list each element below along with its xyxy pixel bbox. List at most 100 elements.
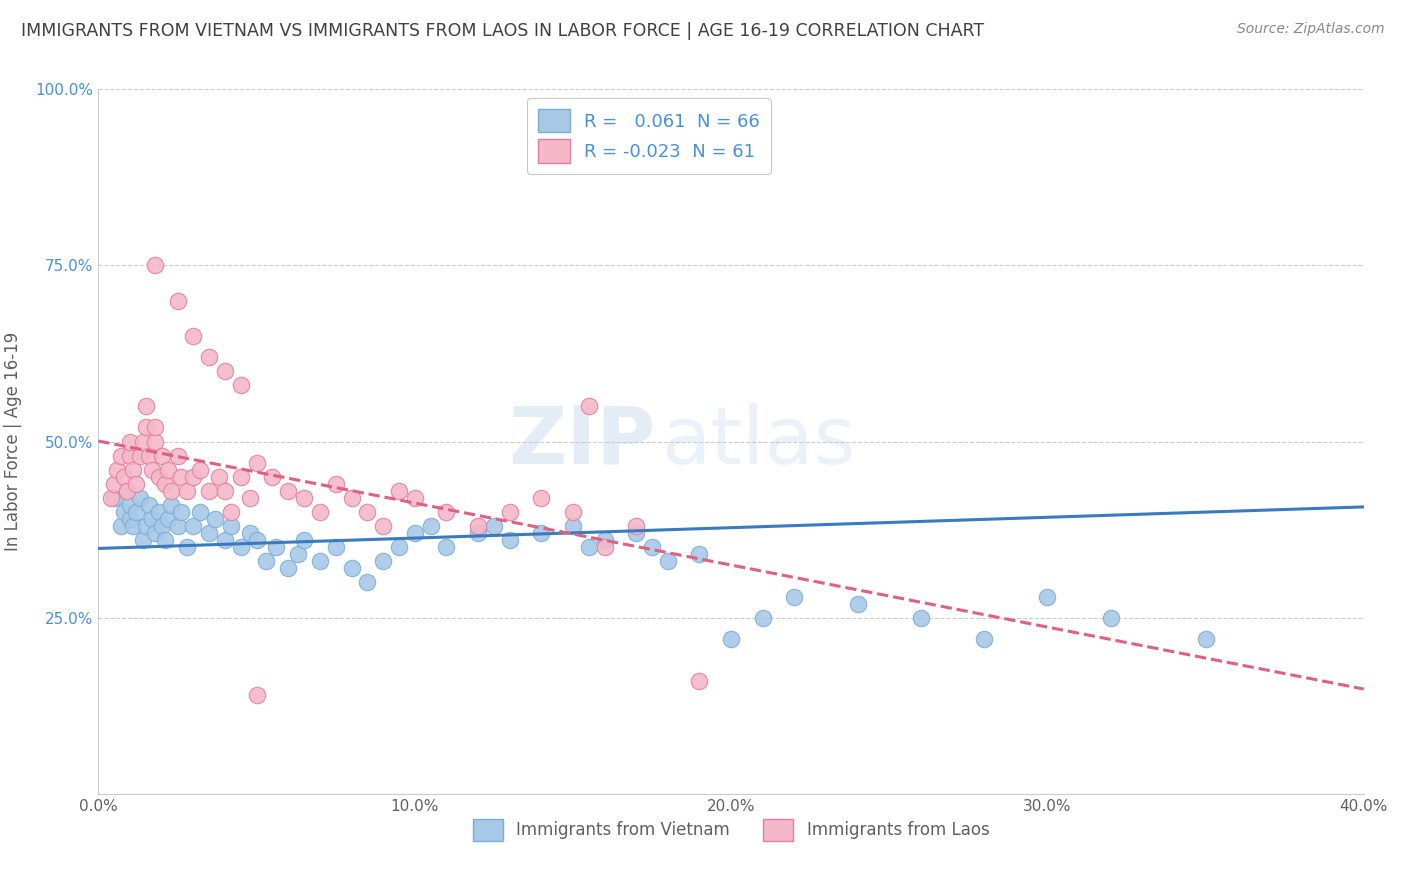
Point [157,512,180,526]
Point [183,469,205,483]
Point [356,575,378,590]
Point [208,469,231,483]
Point [135,519,157,533]
Point [482,519,505,533]
Point [262,469,284,483]
Point [498,533,520,548]
Point [657,554,679,568]
Point [125,505,148,519]
Point [404,526,426,541]
Point [593,533,616,548]
Point [246,688,269,702]
Point [176,541,198,555]
Point [846,597,869,611]
Point [169,505,191,519]
Point [198,526,221,541]
Point [239,526,262,541]
Point [287,547,309,561]
Point [115,483,138,498]
Point [219,519,243,533]
Point [145,526,166,541]
Point [103,476,125,491]
Point [141,463,163,477]
Point [277,561,299,575]
Point [148,505,170,519]
Point [120,434,141,449]
Point [561,519,585,533]
Point [122,519,145,533]
Point [578,399,600,413]
Point [153,533,176,548]
Point [120,498,141,512]
Point [160,483,183,498]
Point [436,541,458,555]
Point [561,505,585,519]
Point [145,259,166,273]
Point [783,590,806,604]
Point [388,483,411,498]
Point [188,505,211,519]
Point [145,420,166,434]
Text: Source: ZipAtlas.com: Source: ZipAtlas.com [1237,22,1385,37]
Point [751,610,773,624]
Point [198,483,221,498]
Point [498,505,520,519]
Text: atlas: atlas [661,402,856,481]
Point [910,610,932,624]
Point [141,512,163,526]
Point [356,505,378,519]
Point [150,519,173,533]
Point [128,491,150,505]
Point [688,547,710,561]
Legend: Immigrants from Vietnam, Immigrants from Laos: Immigrants from Vietnam, Immigrants from… [464,811,998,849]
Point [145,434,166,449]
Point [214,364,236,378]
Point [246,533,269,548]
Point [388,541,411,555]
Point [138,498,160,512]
Point [254,554,277,568]
Point [624,526,647,541]
Point [530,526,553,541]
Point [309,505,332,519]
Point [150,449,173,463]
Point [135,399,157,413]
Text: ZIP: ZIP [508,402,655,481]
Point [720,632,742,646]
Point [277,483,299,498]
Point [198,350,221,364]
Point [103,491,125,505]
Point [120,449,141,463]
Point [624,519,647,533]
Point [973,632,995,646]
Point [110,519,132,533]
Text: IMMIGRANTS FROM VIETNAM VS IMMIGRANTS FROM LAOS IN LABOR FORCE | AGE 16-19 CORRE: IMMIGRANTS FROM VIETNAM VS IMMIGRANTS FR… [21,22,984,40]
Point [292,533,315,548]
Point [100,491,122,505]
Point [125,476,148,491]
Point [246,456,269,470]
Point [530,491,553,505]
Point [229,541,252,555]
Point [340,491,363,505]
Point [120,512,141,526]
Point [688,674,710,689]
Point [340,561,363,575]
Point [112,469,135,483]
Point [157,463,180,477]
Point [467,526,489,541]
Point [229,378,252,392]
Point [115,483,138,498]
Point [148,469,170,483]
Point [138,449,160,463]
Point [325,541,347,555]
Point [132,533,155,548]
Point [593,541,616,555]
Point [135,420,157,434]
Point [166,449,188,463]
Point [371,554,394,568]
Point [176,483,198,498]
Point [183,519,205,533]
Point [325,476,347,491]
Point [166,519,188,533]
